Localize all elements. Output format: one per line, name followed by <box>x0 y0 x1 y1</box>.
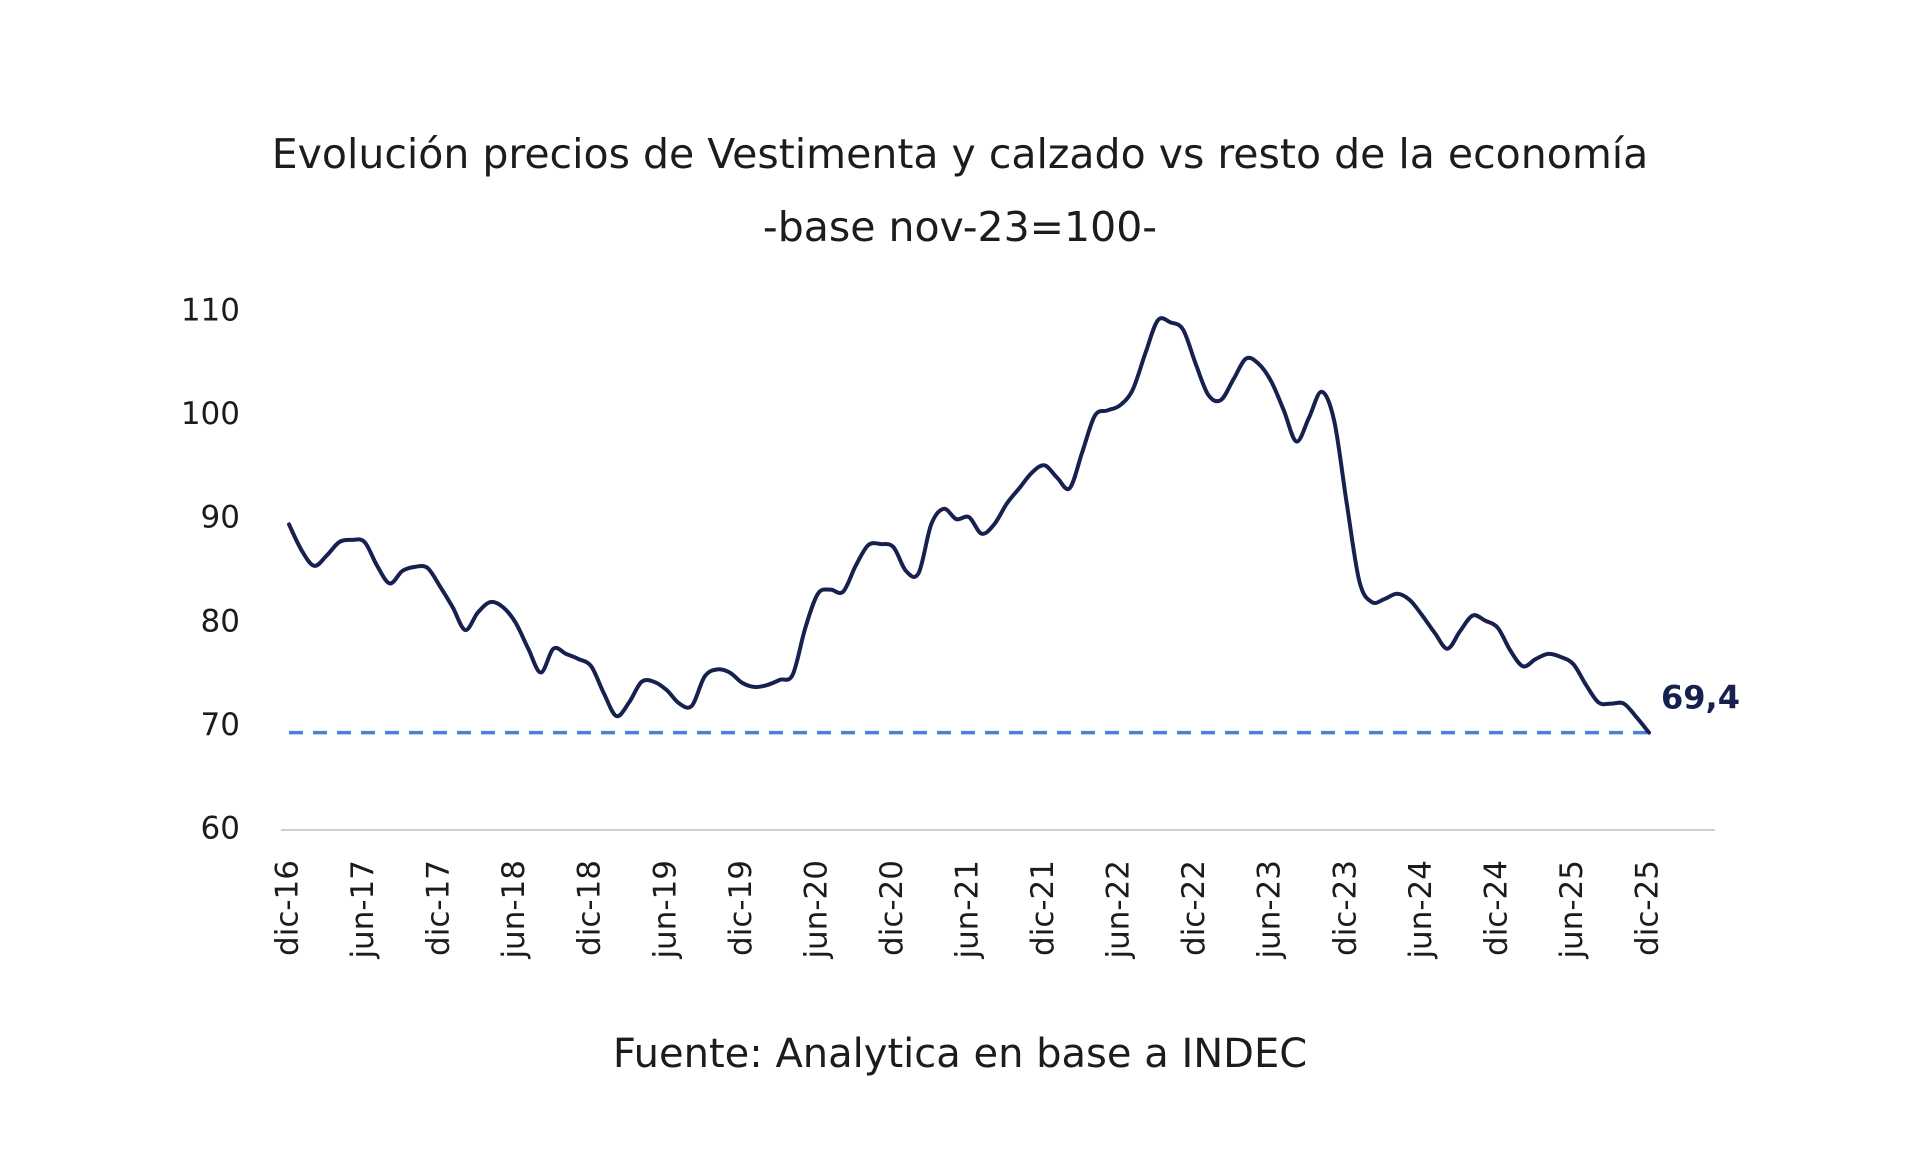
x-tick-label: jun-21 <box>950 860 986 960</box>
chart-source: Fuente: Analytica en base a INDEC <box>613 1031 1307 1077</box>
y-tick-label: 70 <box>201 707 240 743</box>
value-label: 69,4 <box>1661 679 1740 717</box>
x-tick-label: jun-22 <box>1101 860 1137 960</box>
x-tick-label: jun-20 <box>798 860 834 960</box>
x-tick-label: dic-23 <box>1327 860 1363 956</box>
x-tick-label: jun-23 <box>1252 860 1288 960</box>
x-tick-label: jun-25 <box>1554 860 1590 960</box>
x-tick-label: dic-17 <box>421 860 457 956</box>
x-tick-label: jun-19 <box>647 860 683 960</box>
x-tick-label: jun-24 <box>1403 860 1439 960</box>
x-tick-label: jun-18 <box>496 860 532 960</box>
x-tick-label: dic-25 <box>1630 860 1666 956</box>
chart-subtitle: -base nov-23=100- <box>763 203 1157 251</box>
x-tick-label: dic-18 <box>572 860 608 956</box>
chart-title: Evolución precios de Vestimenta y calzad… <box>272 130 1649 178</box>
x-tick-label: dic-24 <box>1478 860 1514 956</box>
y-tick-label: 100 <box>181 396 240 432</box>
y-tick-label: 60 <box>201 811 240 847</box>
y-tick-label: 110 <box>181 293 240 329</box>
x-tick-label: dic-20 <box>874 860 910 956</box>
x-tick-label: dic-22 <box>1176 860 1212 956</box>
x-tick-label: dic-19 <box>723 860 759 956</box>
y-tick-label: 90 <box>201 500 240 536</box>
x-tick-label: jun-17 <box>345 860 381 960</box>
data-line <box>287 316 1651 735</box>
y-tick-label: 80 <box>201 603 240 639</box>
x-tick-label: dic-16 <box>270 860 306 956</box>
x-tick-label: dic-21 <box>1025 860 1061 956</box>
